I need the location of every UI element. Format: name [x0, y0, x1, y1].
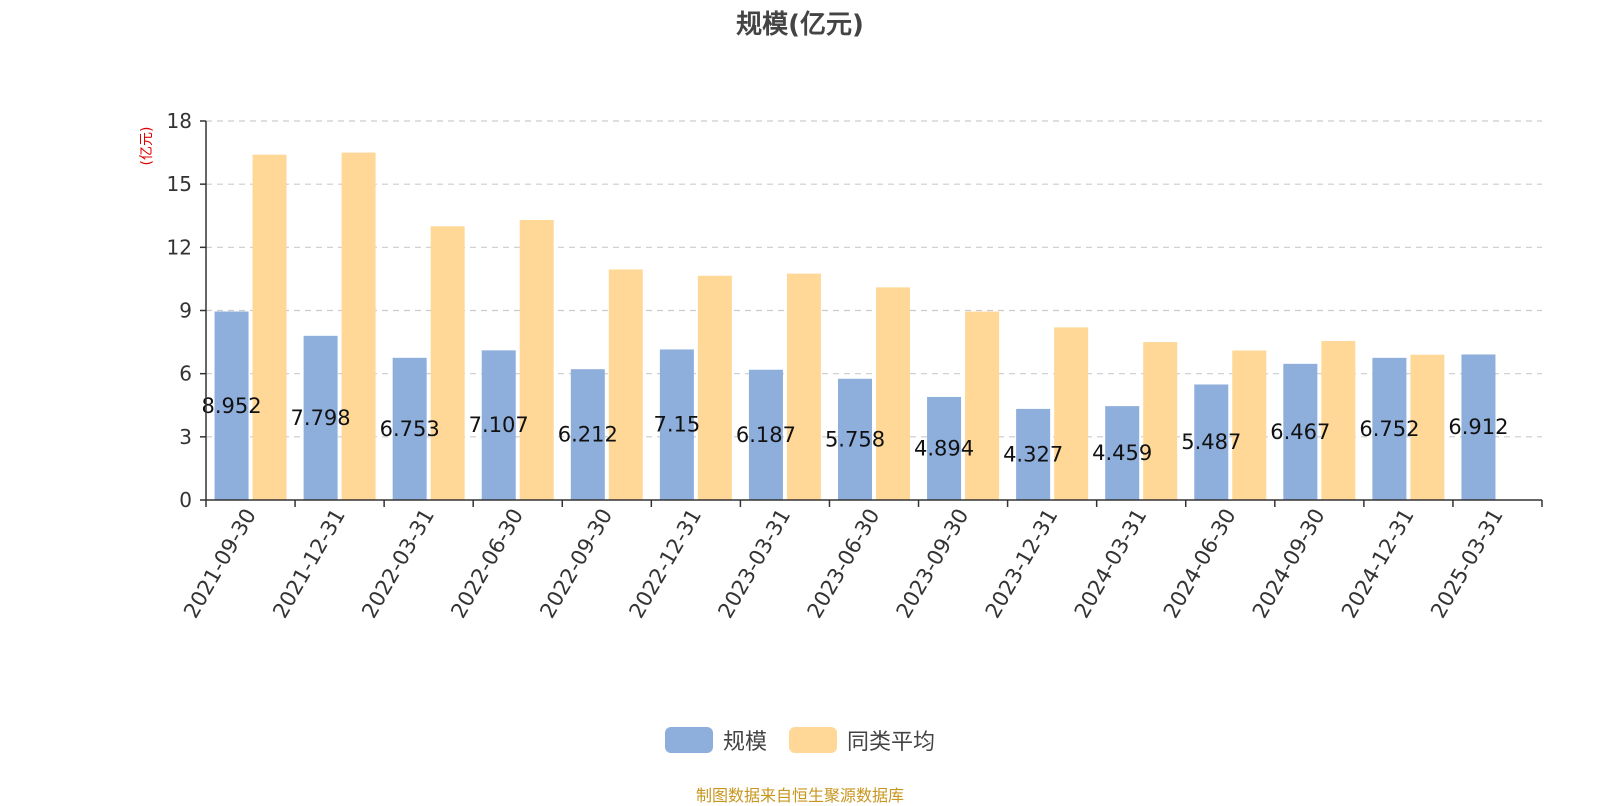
x-tick-label: 2022-12-31	[624, 505, 706, 623]
bar-peer-average	[519, 219, 554, 500]
bar-scale	[748, 369, 783, 500]
x-tick-label: 2023-06-30	[803, 505, 885, 623]
y-tick-label: 12	[167, 235, 192, 259]
bar-peer-average	[341, 152, 376, 501]
data-label-scale: 7.798	[291, 406, 351, 430]
legend-item-peer-average[interactable]: 同类平均	[789, 724, 935, 756]
x-tick-label: 2021-12-31	[268, 505, 350, 623]
y-tick-label: 15	[167, 172, 192, 196]
x-tick-label: 2024-06-30	[1159, 505, 1241, 623]
x-tick-label: 2022-03-31	[357, 505, 439, 623]
data-label-scale: 6.212	[558, 423, 618, 447]
bar-peer-average	[608, 269, 643, 500]
legend: 规模 同类平均	[0, 724, 1600, 756]
x-tick-label: 2023-03-31	[713, 505, 795, 623]
y-tick-label: 9	[179, 299, 192, 323]
data-label-scale: 6.187	[736, 423, 796, 447]
bar-peer-average	[697, 275, 732, 500]
bar-peer-average	[1410, 354, 1445, 500]
legend-item-scale[interactable]: 规模	[664, 724, 767, 756]
y-tick-label: 0	[179, 488, 192, 512]
legend-swatch-peer-average	[789, 727, 837, 753]
data-label-scale: 6.912	[1448, 415, 1508, 439]
x-tick-label: 2024-09-30	[1248, 505, 1330, 623]
data-label-scale: 7.15	[653, 413, 700, 437]
bar-scale	[927, 396, 962, 500]
data-label-scale: 4.894	[914, 436, 974, 460]
x-tick-label: 2023-09-30	[892, 505, 974, 623]
bar-peer-average	[1143, 342, 1178, 500]
bar-peer-average	[1054, 327, 1089, 500]
data-label-scale: 5.758	[825, 427, 885, 451]
bar-scale	[1105, 406, 1140, 500]
data-label-scale: 4.327	[1003, 442, 1063, 466]
bar-peer-average	[1232, 350, 1267, 500]
bar-scale	[481, 350, 516, 500]
bar-scale	[1372, 357, 1407, 500]
x-tick-label: 2025-03-31	[1426, 505, 1508, 623]
y-tick-label: 18	[167, 109, 192, 133]
bar-scale	[392, 357, 427, 500]
data-label-scale: 4.459	[1092, 441, 1152, 465]
bar-scale	[303, 335, 338, 500]
bar-peer-average	[1321, 341, 1356, 500]
bar-peer-average	[876, 287, 910, 500]
bar-scale	[570, 369, 605, 500]
data-label-scale: 7.107	[469, 413, 529, 437]
data-label-scale: 5.487	[1181, 430, 1241, 454]
bar-scale	[1283, 363, 1318, 500]
y-tick-label: 3	[179, 425, 192, 449]
bar-scale	[214, 311, 249, 500]
x-tick-label: 2023-12-31	[981, 505, 1063, 623]
bar-scale	[1016, 408, 1051, 500]
x-tick-label: 2022-06-30	[446, 505, 528, 623]
bar-peer-average	[786, 273, 821, 500]
bar-scale	[1194, 384, 1229, 500]
source-note: 制图数据来自恒生聚源数据库	[695, 786, 904, 805]
bar-peer-average	[965, 311, 1000, 500]
bar-peer-average	[430, 226, 465, 500]
legend-label-scale: 规模	[722, 730, 767, 755]
y-axis-label: (亿元)	[139, 127, 155, 166]
bar-scale	[838, 378, 872, 500]
data-label-scale: 6.753	[380, 417, 440, 441]
legend-swatch-scale	[664, 727, 713, 753]
data-label-scale: 6.752	[1359, 417, 1419, 441]
chart-title: 规模(亿元)	[736, 10, 864, 40]
bar-scale	[659, 349, 694, 500]
data-label-scale: 6.467	[1270, 420, 1330, 444]
legend-label-peer-average: 同类平均	[847, 730, 936, 755]
x-tick-label: 2024-12-31	[1337, 505, 1419, 623]
bar-scale	[1461, 354, 1496, 500]
bar-peer-average	[252, 154, 287, 500]
x-tick-label: 2024-03-31	[1070, 505, 1152, 623]
x-tick-label: 2022-09-30	[535, 505, 617, 623]
x-tick-label: 2021-09-30	[179, 505, 261, 623]
y-tick-label: 6	[179, 362, 192, 386]
data-label-scale: 8.952	[201, 394, 261, 418]
